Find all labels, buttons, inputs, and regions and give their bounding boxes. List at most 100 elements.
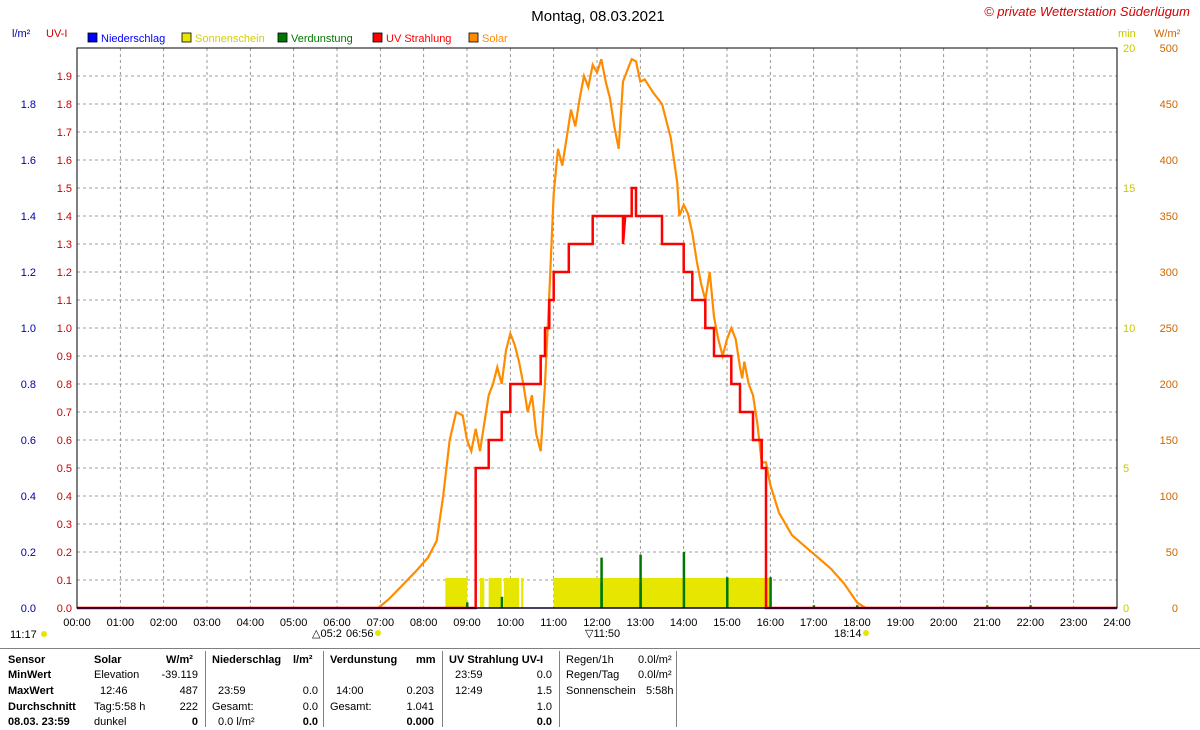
x-tick-label: 11:00 <box>540 617 567 629</box>
sunshine-bar <box>488 578 502 608</box>
separator <box>559 651 560 727</box>
sonnenschein-label: Sonnenschein <box>566 685 636 697</box>
regen-tag-label: Regen/Tag <box>566 669 620 681</box>
rain-tick-label: 0.2 <box>21 547 36 559</box>
legend-swatch <box>372 32 383 43</box>
sunset-label: 18:14 <box>834 628 862 640</box>
weather-chart: 00:00 01:00 02:00 03:00 04:00 05:00 06:00 07:00… <box>10 4 1191 641</box>
sonnenschein-value: 5:58h <box>646 685 674 697</box>
sun-markers: 11:17 △05:2 06:56 ▽11:50 18:14 <box>10 628 869 641</box>
rain-total-label: Gesamt: <box>212 701 254 713</box>
grid <box>77 48 1117 608</box>
uv-tick-label: 1.1 <box>57 295 72 307</box>
uv-tick-label: 1.8 <box>57 99 72 111</box>
rain-tick-label: 1.8 <box>21 99 36 111</box>
minutes-tick-label: 20 <box>1123 43 1135 55</box>
solar-avg-label: Tag:5:58 h <box>94 701 146 713</box>
x-tick-label: 20:00 <box>930 617 958 629</box>
solar-max-time: 12:46 <box>100 685 128 697</box>
durchschnitt-label: Durchschnitt <box>8 701 76 713</box>
x-tick-label: 10:00 <box>497 617 525 629</box>
uv-tick-label: 1.0 <box>57 323 72 335</box>
separator <box>205 651 206 727</box>
uv-tick-label: 0.0 <box>57 603 72 615</box>
minutes-tick-label: 0 <box>1123 603 1129 615</box>
rain-tick-label: 0.0 <box>21 603 36 615</box>
wm2-axis-unit: W/m² <box>1154 28 1181 40</box>
sunrise-a-label: △05:2 <box>312 628 342 640</box>
uv-tick-label: 0.1 <box>57 575 72 587</box>
minutes-tick-label: 10 <box>1123 323 1135 335</box>
uv-max-time: 12:49 <box>455 685 483 697</box>
uv-tick-label: 1.4 <box>57 211 72 223</box>
x-tick-label: 22:00 <box>1017 617 1045 629</box>
wm2-tick-label: 350 <box>1160 211 1178 223</box>
sunrise-dot <box>375 630 381 636</box>
minutes-tick-label: 5 <box>1123 463 1129 475</box>
evap-total-value: 1.041 <box>406 701 434 713</box>
rain-axis-unit: l/m² <box>12 28 31 40</box>
rain-header: Niederschlag <box>212 654 282 666</box>
wm2-tick-label: 500 <box>1160 43 1178 55</box>
x-tick-label: 04:00 <box>237 617 265 629</box>
uv-max-value: 1.5 <box>536 685 552 697</box>
x-tick-label: 16:00 <box>757 617 785 629</box>
uv-tick-label: 1.2 <box>57 267 72 279</box>
rain-now-value: 0.0 <box>302 716 318 728</box>
moon-time-label: 11:17 <box>10 629 37 641</box>
uv-now-value: 0.0 <box>536 716 552 728</box>
x-tick-label: 19:00 <box>887 617 915 629</box>
legend-label: Solar <box>482 33 508 45</box>
evaporation-bar <box>639 582 642 608</box>
uv-tick-label: 0.4 <box>57 491 72 503</box>
x-tick-label: 15:00 <box>713 617 741 629</box>
evaporation-bar <box>726 594 729 608</box>
wm2-tick-label: 450 <box>1160 99 1178 111</box>
x-tick-label: 21:00 <box>973 617 1001 629</box>
info-table: Sensor MinWert MaxWert Durchschnitt 08.0… <box>0 648 1200 728</box>
rain-tick-label: 0.6 <box>21 435 36 447</box>
solar-min-value: -39.119 <box>161 669 199 681</box>
chart-title: Montag, 08.03.2021 <box>531 8 664 25</box>
uv-tick-label: 0.5 <box>57 463 72 475</box>
x-tick-label: 17:00 <box>800 617 828 629</box>
plot-frame <box>76 47 1118 609</box>
uv-tick-label: 1.9 <box>57 71 72 83</box>
maxwert-label: MaxWert <box>8 685 54 697</box>
rain-unit: l/m² <box>293 654 313 666</box>
date-label: 08.03. 23:59 <box>8 716 70 728</box>
legend-swatch <box>181 32 192 43</box>
rain-tick-label: 1.0 <box>21 323 36 335</box>
sunshine-bar <box>521 578 524 608</box>
evap-now-value: 0.000 <box>406 716 434 728</box>
evap-total-label: Gesamt: <box>330 701 372 713</box>
legend-label: Verdunstung <box>291 33 353 45</box>
rain-max-value: 0.0 <box>302 685 318 697</box>
x-tick-label: 24:00 <box>1103 617 1131 629</box>
sunshine-bar <box>480 578 485 608</box>
uv-line <box>77 186 1117 610</box>
evaporation-bar <box>682 552 686 608</box>
x-tick-label: 07:00 <box>367 617 395 629</box>
sunrise-b-label: 06:56 <box>346 628 374 640</box>
separator <box>442 651 443 727</box>
uv-min-value: 0.0 <box>536 669 552 681</box>
wm2-tick-label: 50 <box>1166 547 1178 559</box>
noon-label: ▽11:50 <box>585 628 620 640</box>
rain-tick-label: 0.4 <box>21 491 36 503</box>
solar-max-value: 487 <box>179 685 198 697</box>
evaporation-bar <box>726 577 729 608</box>
x-tick-label: 18:00 <box>843 617 871 629</box>
legend-swatch <box>87 32 98 43</box>
minwert-label: MinWert <box>8 669 52 681</box>
uv-tick-label: 0.9 <box>57 351 72 363</box>
uv-tick-label: 0.8 <box>57 379 72 391</box>
uv-axis-unit: UV-I <box>46 28 67 40</box>
x-tick-label: 09:00 <box>453 617 481 629</box>
evaporation-bar <box>600 582 603 608</box>
wm2-tick-label: 0 <box>1172 603 1178 615</box>
evap-max-time: 14:00 <box>336 685 364 697</box>
uv-tick-label: 0.2 <box>57 547 72 559</box>
evaporation-bar <box>466 602 469 608</box>
separator <box>676 651 677 727</box>
